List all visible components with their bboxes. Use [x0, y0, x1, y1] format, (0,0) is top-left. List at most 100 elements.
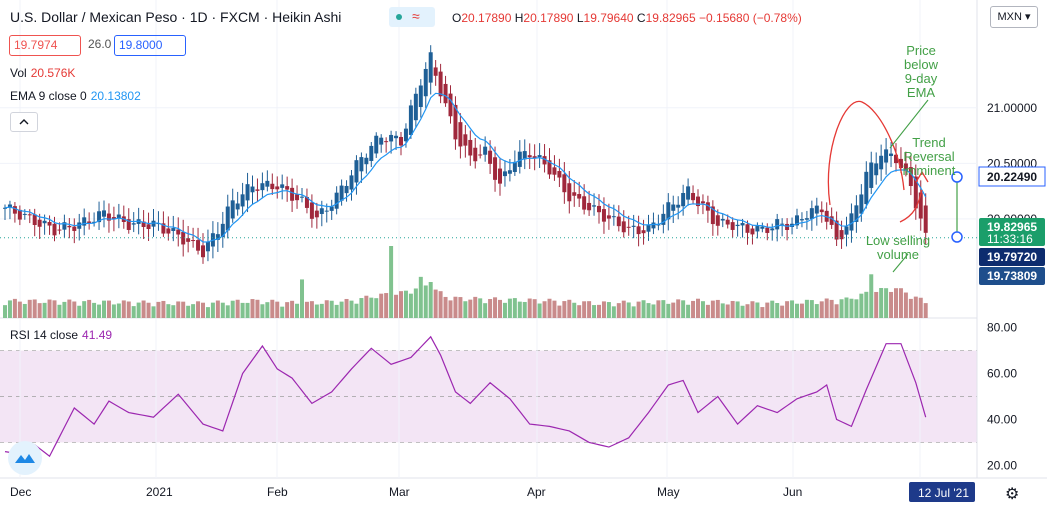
candle-body: [126, 219, 131, 230]
candle-body: [250, 186, 255, 193]
candle-body: [146, 224, 151, 230]
volume-bar: [156, 301, 161, 318]
volume-bar: [191, 304, 196, 318]
volume-bar: [775, 303, 780, 318]
volume-bar: [7, 300, 12, 318]
ema-legend[interactable]: EMA 9 close 0 20.13802: [10, 89, 141, 103]
candle-body: [696, 196, 700, 207]
volume-bar: [72, 301, 77, 318]
symbol-title[interactable]: U.S. Dollar / Mexican Peso · 1D · FXCM ·…: [10, 9, 342, 25]
candle-body: [760, 226, 765, 229]
ema-value: 20.13802: [90, 89, 141, 103]
buy-button[interactable]: 19.8000: [114, 35, 186, 56]
candle-body: [908, 167, 913, 187]
rsi-legend[interactable]: RSI 14 close 41.49: [10, 328, 112, 342]
sell-button[interactable]: 19.7974: [9, 35, 81, 56]
volume-bar: [537, 303, 542, 318]
volume-bar: [319, 303, 324, 318]
settings-gear-icon[interactable]: ⚙: [1005, 486, 1020, 503]
volume-bar: [136, 302, 141, 318]
annotation-low-selling[interactable]: Low selling volume: [865, 233, 931, 262]
candle-body: [265, 180, 270, 187]
candle-body: [448, 93, 453, 117]
annotation-trend-reversal[interactable]: Trend Reversal imminent: [902, 135, 956, 178]
candle-body: [87, 221, 92, 224]
volume-bar: [527, 298, 532, 318]
candle-body: [12, 206, 17, 214]
candle-body: [869, 162, 874, 188]
volume-bar: [493, 297, 498, 318]
annotation-price-below-ema[interactable]: Price below 9-day EMA: [904, 43, 938, 100]
candle-body: [245, 184, 250, 201]
rsi-label: RSI 14 close: [10, 328, 79, 342]
header-menu-button[interactable]: ≈: [389, 7, 435, 27]
candle-body: [567, 183, 572, 202]
candle-body: [730, 222, 735, 230]
volume-bar: [106, 300, 111, 318]
volume-bar: [666, 303, 671, 318]
candle-body: [879, 155, 884, 170]
volume-bar: [42, 302, 47, 318]
candle-body: [37, 219, 42, 227]
ema-line: [4, 92, 927, 243]
candle-body: [562, 174, 567, 193]
axis-label-marker-high: 20.22490: [987, 170, 1037, 184]
volume-bar: [171, 305, 176, 318]
volume-bar: [592, 305, 597, 318]
candle-body: [785, 223, 790, 230]
measure-handle: [951, 231, 963, 243]
candle-body: [255, 189, 260, 191]
volume-bar: [898, 288, 903, 318]
candle-body: [522, 151, 527, 160]
volume-bar: [745, 304, 750, 318]
volume-bar: [141, 300, 146, 318]
volume-bar: [265, 302, 270, 318]
volume-bar: [285, 302, 290, 318]
candle-body: [280, 184, 285, 188]
drawn-arc: [827, 100, 905, 206]
volume-bar: [913, 296, 918, 318]
volume-bar: [458, 297, 463, 318]
candle-body: [517, 151, 522, 167]
candle-body: [344, 185, 349, 194]
volume-bar: [22, 303, 27, 318]
volume-bar: [770, 300, 775, 318]
volume-bar: [37, 303, 42, 318]
volume-bar: [621, 300, 626, 318]
high-value: 20.17890: [523, 11, 574, 25]
time-tick-label: Dec: [10, 485, 31, 499]
candle-body: [606, 215, 611, 219]
annotation-arrow: [889, 99, 929, 149]
volume-bar: [730, 300, 735, 318]
volume-bar: [656, 300, 661, 318]
volume-bar: [408, 293, 413, 318]
volume-bar: [453, 296, 458, 318]
currency-button[interactable]: MXN ▾: [990, 6, 1038, 28]
volume-bar: [3, 305, 7, 318]
volume-bar: [374, 298, 379, 318]
candle-body: [275, 186, 280, 190]
volume-bar: [785, 301, 790, 318]
volume-bar: [102, 300, 106, 318]
volume-bar: [829, 299, 834, 318]
collapse-legend-button[interactable]: [10, 112, 38, 132]
axis-label-ema: 19.73809: [987, 269, 1037, 283]
volume-bar: [428, 282, 433, 318]
volume-bar: [369, 297, 374, 318]
volume-bar: [418, 276, 423, 318]
rsi-tick-label: 60.00: [987, 367, 1017, 381]
volume-bar: [809, 300, 814, 318]
candle-body: [597, 205, 601, 213]
candle-body: [918, 192, 923, 219]
candle-body: [631, 225, 636, 227]
candle-body: [418, 85, 423, 107]
volume-bar: [384, 293, 389, 318]
candle-body: [646, 225, 651, 232]
volume-value: 20.576K: [30, 66, 76, 80]
candle-body: [102, 210, 106, 217]
candle-body: [22, 213, 27, 215]
tradingview-logo[interactable]: [8, 441, 42, 475]
volume-legend[interactable]: Vol 20.576K: [10, 66, 75, 80]
volume-bar: [201, 302, 205, 318]
